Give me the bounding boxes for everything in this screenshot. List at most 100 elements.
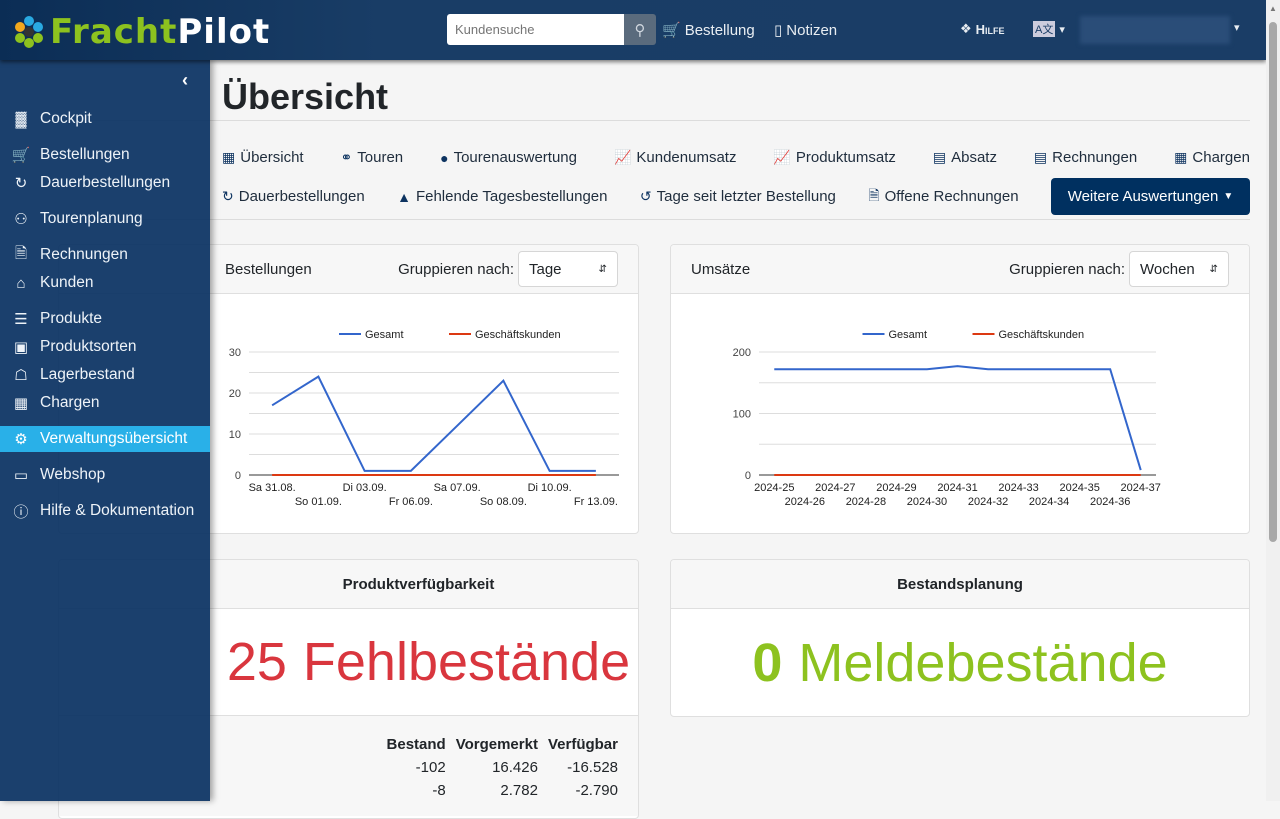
sidebar-item-label: Hilfe & Dokumentation bbox=[40, 502, 195, 519]
note-icon: ▯ bbox=[774, 22, 783, 39]
table-row[interactable]: -8 2.782 -2.790 bbox=[377, 779, 618, 802]
abacus-icon: ▤ bbox=[1033, 149, 1048, 165]
scrollbar-thumb[interactable] bbox=[1269, 22, 1277, 542]
shortage-count: 25 bbox=[226, 632, 287, 692]
user-caret-icon[interactable]: ▾ bbox=[1234, 22, 1240, 34]
x-tick-label: So 08.09. bbox=[480, 496, 527, 508]
logo[interactable]: Fracht Pilot bbox=[14, 12, 270, 52]
tab-absatz[interactable]: ▤ Absatz bbox=[933, 149, 997, 166]
tab-fehlende-tagesbestellungen[interactable]: ▲ Fehlende Tagesbestellungen bbox=[397, 188, 607, 205]
language-icon: A文 bbox=[1033, 21, 1056, 37]
logo-text-2: Pilot bbox=[177, 12, 271, 52]
sidebar-item-label: Cockpit bbox=[40, 110, 92, 127]
x-tick-label: 2024-25 bbox=[754, 482, 794, 494]
language-dropdown[interactable]: A文 ▾ bbox=[1033, 21, 1065, 37]
x-tick-label: Sa 31.08. bbox=[249, 482, 296, 494]
scroll-up-icon[interactable]: ▲ bbox=[1269, 4, 1277, 13]
notes-link[interactable]: ▯ Notizen bbox=[774, 21, 838, 40]
route-icon: ⚇ bbox=[14, 211, 28, 228]
caret-down-icon: ▼ bbox=[1223, 191, 1234, 202]
tabs-row-1: ▦ Übersicht ⚭ Touren ● Tourenauswertung 📈 Ku… bbox=[222, 149, 1250, 166]
page-title: Übersicht bbox=[222, 76, 389, 117]
table-row[interactable]: -102 16.426 -16.528 bbox=[377, 756, 618, 779]
cell: -102 bbox=[415, 759, 446, 776]
sidebar-item-hilfe-dokumentation[interactable]: ⓘ Hilfe & Dokumentation bbox=[0, 498, 210, 524]
sidebar-item-label: Lagerbestand bbox=[40, 366, 135, 383]
tab-tage-seit-letzter-bestellung[interactable]: ↺ Tage seit letzter Bestellung bbox=[640, 188, 836, 205]
tab-chargen[interactable]: ▦ Chargen bbox=[1174, 149, 1250, 166]
x-tick-label: Sa 07.09. bbox=[434, 482, 481, 494]
sidebar-item-label: Rechnungen bbox=[40, 246, 128, 263]
help-icon: ❖ bbox=[960, 21, 972, 36]
tab-label: Kundenumsatz bbox=[636, 149, 737, 166]
tab-dauerbestellungen[interactable]: ↻ Dauerbestellungen bbox=[222, 188, 365, 205]
search-button[interactable]: ⚲ bbox=[624, 14, 656, 45]
series-line-gesamt bbox=[271, 375, 596, 472]
tab-label: Dauerbestellungen bbox=[238, 188, 365, 205]
sidebar-item-bestellungen[interactable]: 🛒 Bestellungen bbox=[0, 142, 210, 168]
tab-tourenauswertung[interactable]: ● Tourenauswertung bbox=[440, 149, 577, 166]
redo-icon: ↻ bbox=[222, 188, 234, 204]
page-scrollbar[interactable]: ▲ bbox=[1266, 0, 1280, 801]
sidebar-item-dauerbestellungen[interactable]: ↻ Dauerbestellungen bbox=[0, 170, 210, 196]
group-by-value: Wochen bbox=[1140, 260, 1195, 278]
cockpit-icon: ▓ bbox=[15, 110, 27, 128]
y-tick-label: 10 bbox=[229, 429, 241, 441]
sidebar-item-tourenplanung[interactable]: ⚇ Tourenplanung bbox=[0, 206, 210, 232]
tab-touren[interactable]: ⚭ Touren bbox=[341, 149, 404, 166]
sidebar-item-lagerbestand[interactable]: ☖ Lagerbestand bbox=[0, 362, 210, 388]
col-bestand: Bestand bbox=[386, 735, 446, 753]
cogs-icon: ⚙ bbox=[14, 431, 28, 448]
new-order-link[interactable]: 🛒 Bestellung bbox=[662, 21, 755, 40]
tab-label: Touren bbox=[357, 149, 404, 166]
customer-search-input[interactable] bbox=[447, 14, 624, 45]
sidebar-item-rechnungen[interactable]: 🗎 Rechnungen bbox=[0, 242, 210, 268]
sidebar-item-label: Chargen bbox=[40, 394, 100, 411]
cell: 2.782 bbox=[500, 782, 538, 799]
notes-label: Notizen bbox=[786, 21, 838, 39]
sidebar-item-webshop[interactable]: ▭ Webshop bbox=[0, 462, 210, 488]
sidebar-item-produktsorten[interactable]: ▣ Produktsorten bbox=[0, 334, 210, 360]
x-tick-label: Fr 06.09. bbox=[389, 496, 433, 508]
help-link[interactable]: ❖ Hilfe bbox=[960, 21, 1005, 37]
orders-chart: 0 10 20 30 Sa 31.08. So 01.09.Di 03.09.Fr 06.… bbox=[229, 329, 619, 508]
customer-search: ⚲ bbox=[447, 14, 656, 45]
group-by-value: Tage bbox=[529, 260, 562, 278]
x-tick-label: 2024-32 bbox=[968, 496, 1008, 508]
col-verfuegbar: Verfügbar bbox=[547, 735, 618, 753]
x-tick-label: 2024-35 bbox=[1059, 482, 1099, 494]
more-reports-dropdown[interactable]: Weitere Auswertungen ▼ bbox=[1050, 178, 1250, 215]
tab-produktumsatz[interactable]: 📈 Produktumsatz bbox=[773, 149, 895, 166]
tab-uebersicht[interactable]: ▦ Übersicht bbox=[222, 149, 304, 166]
tab-label: Fehlende Tagesbestellungen bbox=[415, 188, 608, 205]
cookie-icon: ▣ bbox=[13, 339, 29, 356]
tab-label: Offene Rechnungen bbox=[884, 188, 1019, 205]
group-by-select[interactable]: Tage ⇵ bbox=[518, 251, 618, 287]
sidebar-item-kunden[interactable]: ⌂ Kunden bbox=[0, 270, 210, 296]
x-tick-label: 2024-34 bbox=[1029, 496, 1069, 508]
tab-label: Produktumsatz bbox=[795, 149, 896, 166]
col-vorgemerkt: Vorgemerkt bbox=[455, 735, 538, 753]
collapse-sidebar-icon[interactable]: ‹ bbox=[182, 70, 188, 90]
sales-card: Umsätze Gruppieren nach: Wochen ⇵ 0 100 200 2… bbox=[670, 244, 1250, 534]
user-menu[interactable] bbox=[1080, 16, 1230, 44]
tab-kundenumsatz[interactable]: 📈 Kundenumsatz bbox=[614, 149, 737, 166]
x-tick-label: 2024-26 bbox=[785, 496, 825, 508]
stock-planning-title: Bestandsplanung bbox=[897, 575, 1023, 593]
tab-label: Chargen bbox=[1192, 149, 1250, 166]
sidebar-item-produkte[interactable]: ☰ Produkte bbox=[0, 306, 210, 332]
group-by-select[interactable]: Wochen ⇵ bbox=[1129, 251, 1229, 287]
tab-offene-rechnungen[interactable]: 🗎 Offene Rechnungen bbox=[868, 185, 1018, 209]
line-chart-icon: 📈 bbox=[773, 149, 791, 165]
route-icon: ⚭ bbox=[340, 149, 353, 165]
tab-rechnungen[interactable]: ▤ Rechnungen bbox=[1034, 149, 1137, 166]
sidebar-item-cockpit[interactable]: ▓ Cockpit bbox=[0, 106, 210, 132]
warning-icon: ▲ bbox=[397, 188, 411, 205]
sales-card-title: Umsätze bbox=[691, 260, 751, 278]
group-by-label: Gruppieren nach: bbox=[398, 260, 514, 278]
x-tick-label: 2024-36 bbox=[1090, 496, 1130, 508]
divider bbox=[58, 219, 1250, 220]
sidebar-item-verwaltungsübersicht[interactable]: ⚙ Verwaltungsübersicht bbox=[0, 426, 210, 452]
sidebar-item-chargen[interactable]: ▦ Chargen bbox=[0, 390, 210, 416]
tab-label: Rechnungen bbox=[1052, 149, 1138, 166]
